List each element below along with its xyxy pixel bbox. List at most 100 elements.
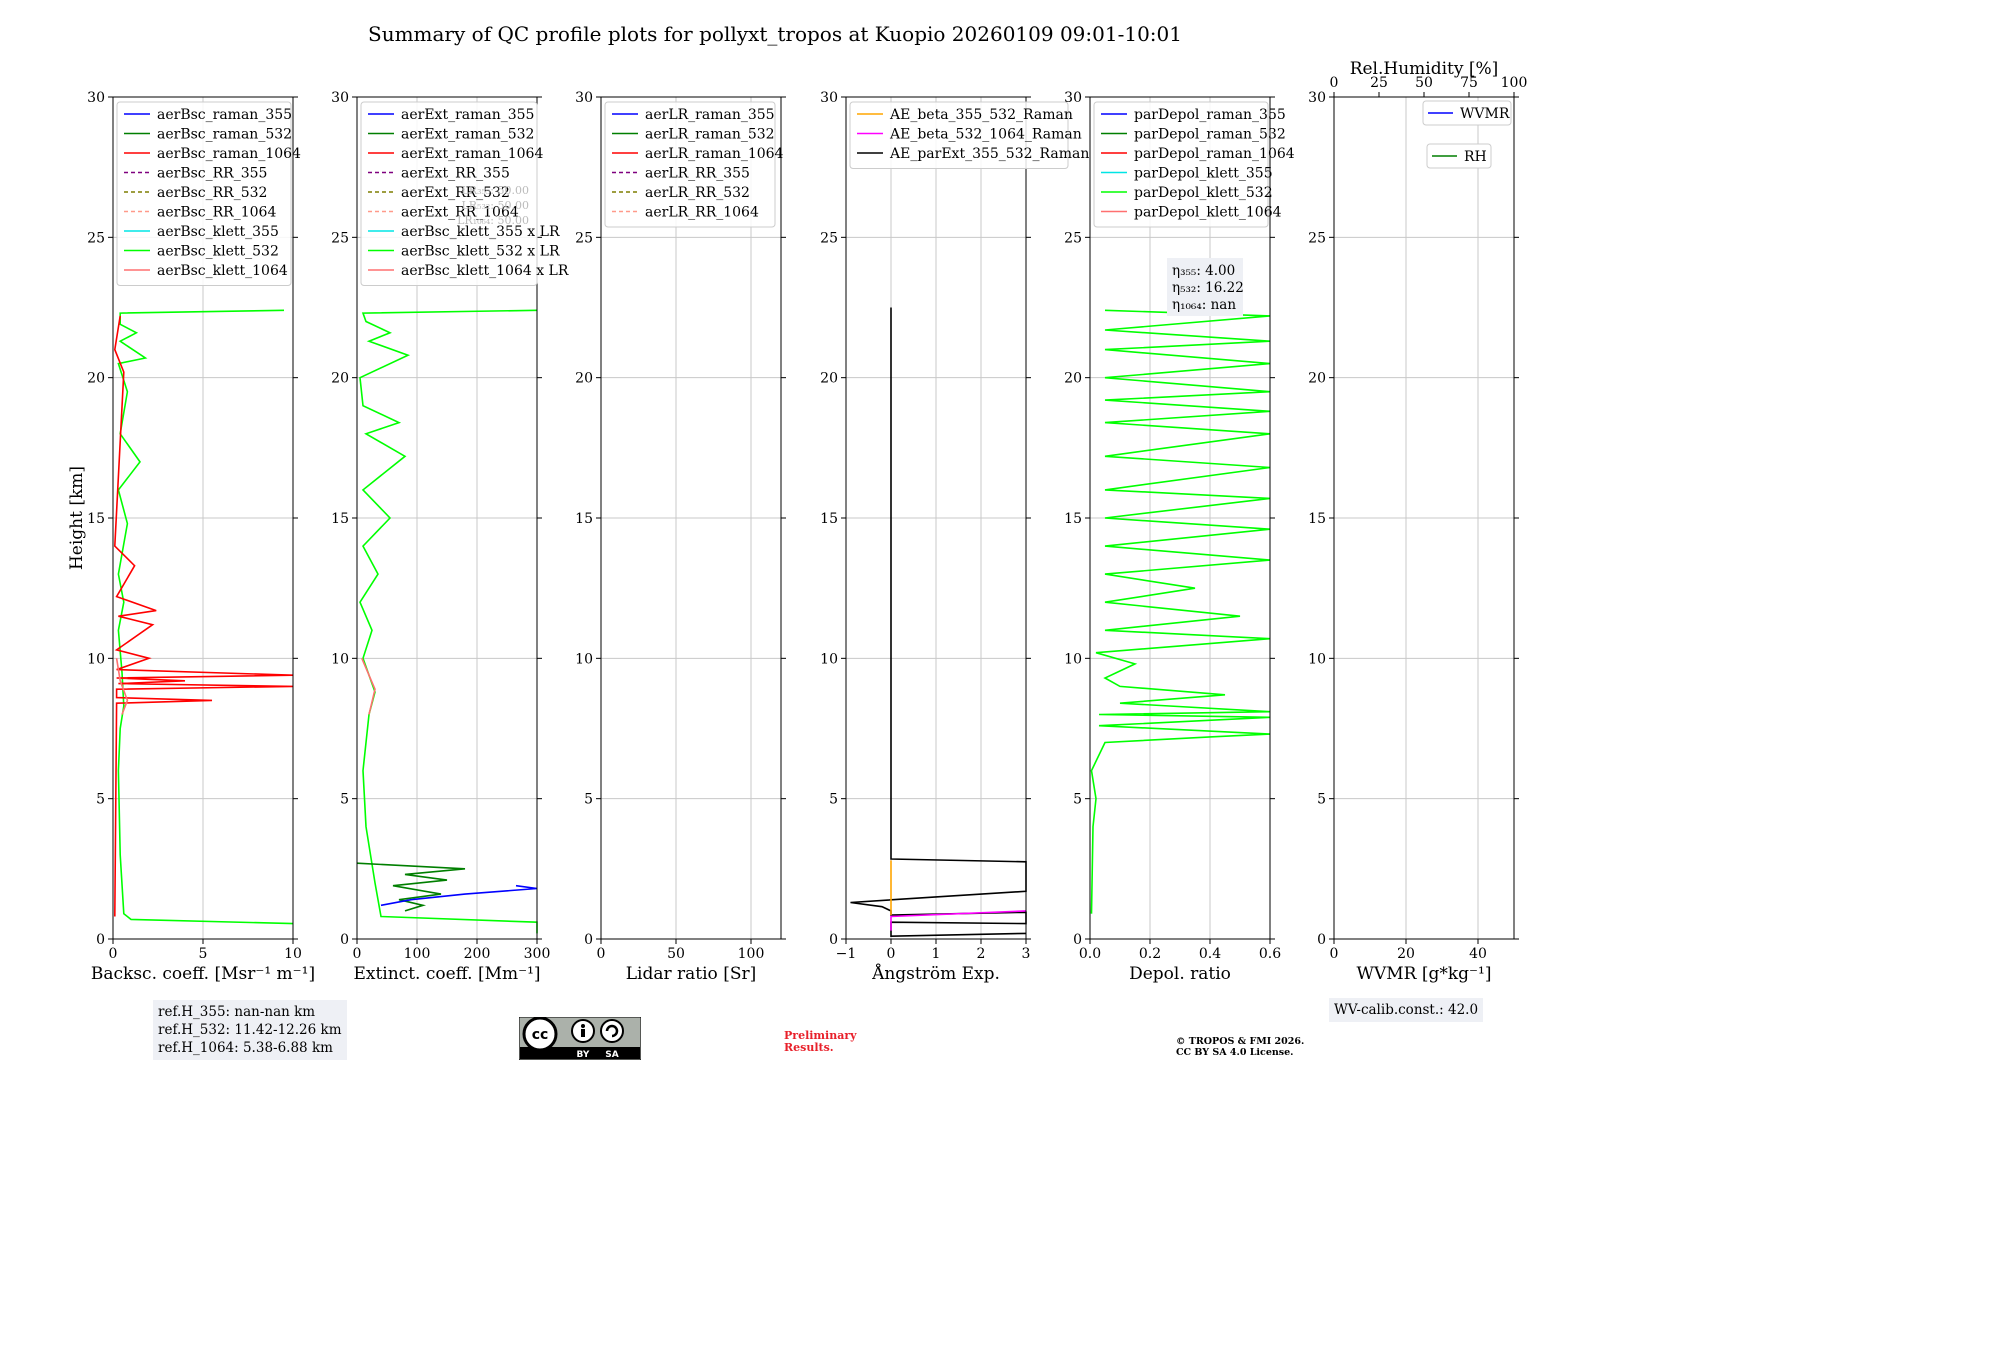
legend-label: aerExt_raman_532	[401, 127, 534, 143]
wv-calib-box: WV-calib.const.: 42.0	[1329, 998, 1484, 1022]
ytick-label: 5	[829, 792, 838, 808]
legend-box	[604, 101, 776, 228]
ytick-label: 5	[340, 792, 349, 808]
ytick-label: 15	[820, 511, 838, 527]
legend-label: aerBsc_raman_355	[157, 107, 292, 123]
ytick-label: 30	[87, 90, 105, 106]
ytick-label: 20	[575, 371, 593, 387]
top-xtick-label: 50	[1415, 75, 1433, 91]
series-line-aerBsc_klett_1064	[115, 658, 129, 715]
ytick-label: 30	[575, 90, 593, 106]
ytick-label: 15	[575, 511, 593, 527]
ytick-label: 5	[584, 792, 593, 808]
copyright-line-2: CC BY SA 4.0 License.	[1176, 1047, 1294, 1058]
ytick-label: 30	[1064, 90, 1082, 106]
ytick-label: 30	[1308, 90, 1326, 106]
ytick-label: 25	[820, 230, 838, 246]
legend-label: AE_parExt_355_532_Raman	[889, 146, 1089, 162]
legend: aerBsc_raman_355 aerBsc_raman_532 aerBsc_r…	[116, 101, 301, 286]
ytick-label: 10	[1064, 651, 1082, 667]
series-group	[1090, 309, 1271, 914]
legend-label: aerLR_RR_355	[645, 166, 750, 182]
xtick-label: 0.0	[1079, 946, 1101, 962]
xtick-label: 0	[1330, 946, 1339, 962]
series-line-aerExt_raman_532	[356, 862, 466, 912]
ytick-label: 5	[96, 792, 105, 808]
panel-lidar_ratio: 0 5 10 15 20 25 30 0 50 100 Lidar ratio [Sr] aerLR_…	[575, 90, 786, 984]
ytick-label: 5	[1073, 792, 1082, 808]
xtick-label: 100	[738, 946, 765, 962]
depol-annotation: η₃₅₅: 4.00	[1172, 263, 1235, 279]
legend-label: parDepol_raman_1064	[1134, 146, 1295, 162]
xtick-label: 10	[284, 946, 302, 962]
series-line-AE_beta_532_1064_Raman	[890, 910, 1027, 931]
legend-label: aerBsc_klett_532	[157, 244, 279, 260]
legend-label: aerLR_RR_532	[645, 185, 750, 201]
xtick-label: 3	[1022, 946, 1031, 962]
panel-depolarization: 0 5 10 15 20 25 30 0.0 0.2 0.4 0.6 Depol. ratio parD…	[1064, 90, 1295, 984]
series-group	[850, 307, 1027, 938]
ytick-label: 0	[584, 932, 593, 948]
xtick-label: 5	[199, 946, 208, 962]
legend: aerLR_raman_355 aerLR_raman_532 aerLR_rama…	[604, 101, 784, 228]
xtick-label: 1	[932, 946, 941, 962]
copyright-line-1: © TROPOS & FMI 2026.	[1176, 1036, 1305, 1047]
xtick-label: 40	[1469, 946, 1487, 962]
ytick-label: 10	[1308, 651, 1326, 667]
ytick-label: 15	[1064, 511, 1082, 527]
ytick-label: 5	[1317, 792, 1326, 808]
yaxis-label: Height [km]	[67, 466, 87, 570]
ytick-label: 15	[1308, 511, 1326, 527]
series-line-aerBsc_raman_1064	[113, 315, 294, 917]
lr-annotation: LR₃₅₅: 50.00	[461, 184, 529, 197]
ytick-label: 30	[331, 90, 349, 106]
ytick-label: 10	[331, 651, 349, 667]
xtick-label: 0	[353, 946, 362, 962]
depol-annotation: η₁₀₆₄: nan	[1172, 297, 1236, 313]
legend-label: AE_beta_355_532_Raman	[889, 107, 1073, 123]
series-line-parDepol_klett_532	[1090, 309, 1271, 914]
legend: WVMR RH	[1422, 100, 1512, 169]
legend-label: aerBsc_klett_1064	[157, 263, 288, 279]
legend-label: parDepol_klett_1064	[1134, 205, 1282, 221]
cc-icon	[522, 1017, 558, 1052]
ytick-label: 15	[331, 511, 349, 527]
legend-label: aerBsc_RR_532	[157, 185, 267, 201]
ytick-label: 30	[820, 90, 838, 106]
xtick-label: 0.6	[1259, 946, 1281, 962]
ytick-label: 0	[829, 932, 838, 948]
xtick-label: 0.4	[1199, 946, 1221, 962]
legend-label: parDepol_raman_355	[1134, 107, 1286, 123]
xtick-label: 0	[597, 946, 606, 962]
sa-label: SA	[605, 1050, 618, 1060]
legend-box	[360, 101, 538, 286]
ytick-label: 25	[1308, 230, 1326, 246]
legend-label: parDepol_raman_532	[1134, 127, 1286, 143]
series-line-aerBsc_klett_532	[117, 309, 294, 925]
legend-label: aerExt_raman_1064	[401, 146, 543, 162]
legend-box	[849, 101, 1069, 169]
ytick-label: 0	[1317, 932, 1326, 948]
ytick-label: 25	[87, 230, 105, 246]
ytick-label: 20	[87, 371, 105, 387]
legend-label: aerBsc_klett_355	[157, 224, 279, 240]
preliminary-line-2: Results.	[784, 1041, 834, 1054]
legend-label: aerBsc_RR_1064	[157, 205, 276, 221]
xtick-label: 300	[524, 946, 551, 962]
legend-label: aerBsc_raman_532	[157, 127, 292, 143]
ytick-label: 15	[87, 511, 105, 527]
xtick-label: 100	[404, 946, 431, 962]
ytick-label: 25	[331, 230, 349, 246]
series-line-aerBsc_klett_1064 x LR	[361, 657, 376, 715]
series-line-AE_parExt_355_532_Raman	[850, 307, 1027, 938]
xaxis-label: Depol. ratio	[1129, 964, 1231, 984]
legend-label: RH	[1464, 149, 1487, 165]
legend-label: aerLR_raman_1064	[645, 146, 784, 162]
legend-box	[1093, 101, 1269, 228]
depol-annotation-box	[1167, 258, 1243, 316]
copyright-note: © TROPOS & FMI 2026. CC BY SA 4.0 Licens…	[1176, 1036, 1304, 1058]
ytick-label: 10	[575, 651, 593, 667]
